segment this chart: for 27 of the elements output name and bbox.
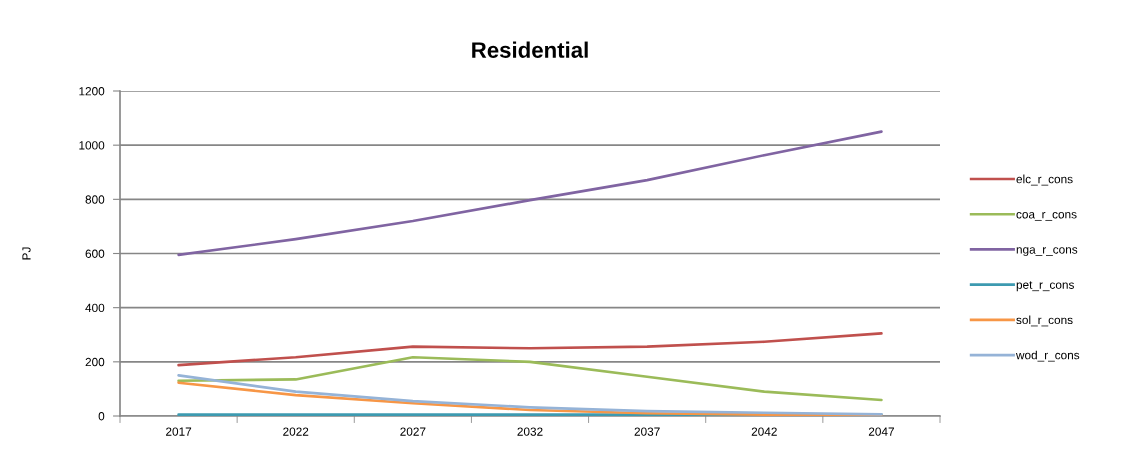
chart-title: Residential <box>472 41 588 58</box>
x-tick-label: 2042 <box>751 427 777 436</box>
line-series <box>177 332 883 367</box>
legend-label: elc_r_cons <box>1016 174 1073 186</box>
y-tick-label: 400 <box>85 303 105 313</box>
legend-label: nga_r_cons <box>1016 247 1078 257</box>
x-tick-label: 2037 <box>634 427 660 436</box>
x-tick-label: 2032 <box>517 427 543 436</box>
line-series <box>177 130 883 257</box>
y-tick-label: 600 <box>85 249 105 258</box>
x-tick-label: 2017 <box>166 427 192 436</box>
x-tick-label: 2047 <box>868 427 894 436</box>
y-tick-label: 1200 <box>79 87 105 96</box>
legend-label: wod_r_cons <box>1015 350 1080 362</box>
line-series <box>177 374 883 416</box>
y-tick-label: 200 <box>85 357 105 367</box>
y-tick-label: 0 <box>98 412 105 421</box>
line-series <box>177 355 883 402</box>
legend-label: sol_r_cons <box>1016 315 1073 327</box>
legend-label: coa_r_cons <box>1016 212 1077 221</box>
y-tick-label: 1000 <box>79 141 105 150</box>
x-tick-label: 2027 <box>400 427 426 436</box>
y-tick-label: 800 <box>85 195 105 204</box>
legend-label: pet_r_cons <box>1016 281 1074 292</box>
y-axis-title: PJ <box>22 247 31 260</box>
x-tick-label: 2022 <box>283 427 309 436</box>
line-series <box>177 381 883 416</box>
